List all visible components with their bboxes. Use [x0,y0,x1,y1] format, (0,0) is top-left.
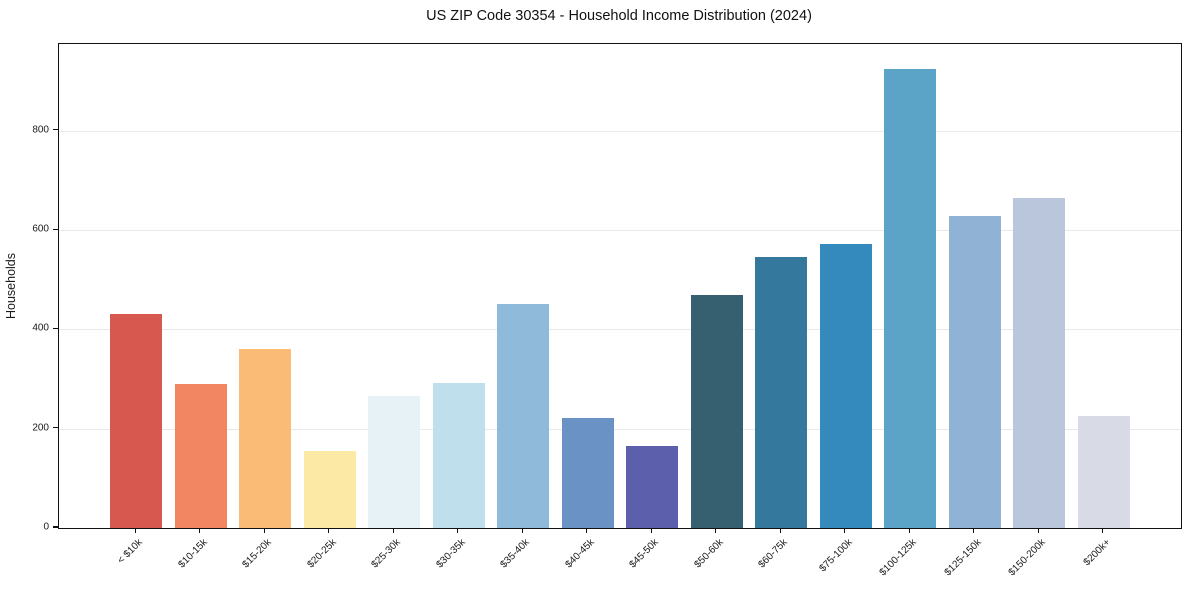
gridline [59,230,1181,232]
y-tick-mark [53,427,58,429]
x-tick-label: $200k+ [1081,537,1113,569]
x-tick-mark [1102,528,1104,533]
y-tick-mark [53,228,58,230]
bar [303,451,356,528]
y-tick-label: 400 [32,322,49,334]
x-tick-label: $150-200k [1006,537,1048,579]
chart-title: US ZIP Code 30354 - Household Income Dis… [426,8,812,24]
x-tick-mark [908,528,910,533]
y-tick-label: 200 [32,422,49,434]
bar [755,256,808,528]
y-axis: 0 200 400 600 800 [0,43,58,533]
bar [174,384,227,528]
bar [884,69,937,528]
x-tick-label: $50-60k [692,537,726,571]
x-tick-label: $25-30k [369,537,404,571]
x-tick-mark [328,528,330,533]
bar [948,216,1001,528]
x-tick-label: $60-75k [756,537,790,571]
y-tick-mark [53,129,58,131]
gridline [59,329,1181,331]
x-tick-mark [844,528,846,533]
x-tick-label: $30-35k [434,537,468,571]
x-tick-mark [973,528,975,533]
y-tick-mark [53,327,58,330]
x-tick-label: $15-20k [240,537,275,571]
x-tick-label: $20-25k [305,537,339,571]
x-tick-label: $125-150k [942,537,984,579]
x-tick-label: < $10k [115,537,146,567]
x-tick-mark [457,528,459,533]
x-tick-mark [199,528,201,533]
x-tick-label: $45-50k [627,537,662,571]
bar [1013,197,1066,528]
x-tick-mark [779,528,781,533]
x-tick-label: $100-125k [877,537,919,579]
bar [110,313,163,528]
x-tick-mark [134,528,136,533]
bar [690,294,743,528]
y-tick-label: 800 [32,124,49,136]
bar [368,395,421,528]
bar [561,417,614,528]
bar [1077,415,1130,528]
x-tick-mark [392,528,394,533]
bar [497,304,550,528]
bar [626,445,679,528]
x-tick-label: $10-15k [176,537,210,571]
x-tick-label: $75-100k [817,537,855,575]
bar [239,348,292,528]
x-tick-mark [521,528,523,533]
y-tick-label: 0 [43,521,49,533]
gridline [59,130,1181,132]
x-tick-mark [1037,528,1039,533]
x-axis: < $10k $10-15k $15-20k $20-25k $25-30k $30-35… [58,528,1180,590]
y-tick-label: 600 [32,223,49,235]
x-tick-label: $40-45k [563,537,597,571]
y-tick-mark [53,526,58,528]
bar [432,383,485,528]
x-tick-mark [650,528,652,533]
gridline [59,428,1181,430]
x-tick-mark [263,528,265,533]
x-tick-mark [715,528,717,533]
x-tick-label: $35-40k [498,537,533,571]
x-tick-mark [586,528,588,533]
plot-area [58,43,1182,529]
bar [819,243,872,528]
